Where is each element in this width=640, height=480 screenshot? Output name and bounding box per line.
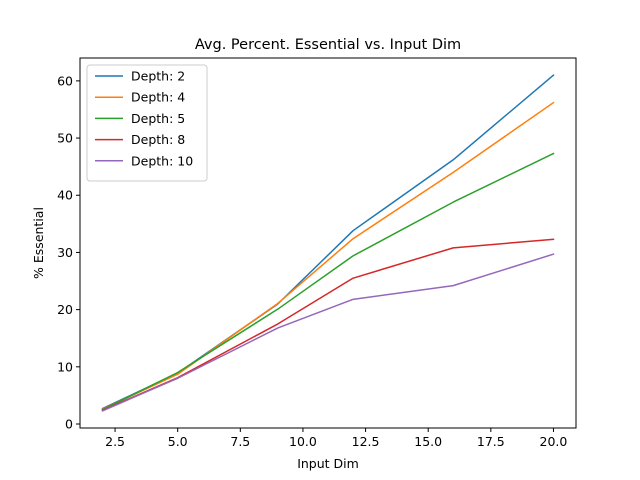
series-line-depth-5	[101, 152, 555, 411]
y-tick-label: 50	[57, 131, 73, 146]
legend-label: Depth: 4	[131, 90, 185, 105]
legend-label: Depth: 2	[131, 69, 185, 84]
x-tick-label: 7.5	[230, 434, 250, 449]
x-tick-label: 5.0	[168, 434, 188, 449]
y-axis: 0 10 20 30 40 50 60	[57, 73, 80, 431]
y-tick-label: 40	[57, 188, 73, 203]
legend-box	[86, 64, 208, 182]
x-tick-label: 10.0	[289, 434, 317, 449]
series-lines	[101, 74, 555, 412]
y-tick-label: 0	[65, 416, 73, 431]
legend-label: Depth: 5	[131, 111, 185, 126]
y-tick-label: 60	[57, 73, 73, 88]
legend-label: Depth: 8	[131, 132, 185, 147]
x-tick-label: 20.0	[540, 434, 568, 449]
series-line-depth-10	[101, 253, 555, 412]
y-tick-label: 10	[57, 359, 73, 374]
x-axis: 2.5 5.0 7.5 10.0 12.5 15.0 17.5 20.0	[105, 428, 567, 449]
x-tick-label: 15.0	[414, 434, 442, 449]
chart-title: Avg. Percent. Essential vs. Input Dim	[195, 37, 461, 53]
plot-frame	[79, 57, 577, 429]
legend: Depth: 2 Depth: 4 Depth: 5 Depth: 8 Depth: 1…	[86, 64, 208, 182]
series-line-depth-4	[101, 101, 555, 411]
y-tick-label: 20	[57, 302, 73, 317]
y-axis-label: % Essential	[31, 207, 46, 279]
legend-label: Depth: 10	[131, 153, 193, 168]
x-tick-label: 17.5	[477, 434, 505, 449]
plot-area: 2.5 5.0 7.5 10.0 12.5 15.0 17.5 20.0 0 10 20 30 40 5…	[57, 57, 577, 449]
x-axis-label: Input Dim	[297, 456, 359, 471]
x-tick-label: 12.5	[352, 434, 380, 449]
x-tick-label: 2.5	[105, 434, 125, 449]
y-tick-label: 30	[57, 245, 73, 260]
